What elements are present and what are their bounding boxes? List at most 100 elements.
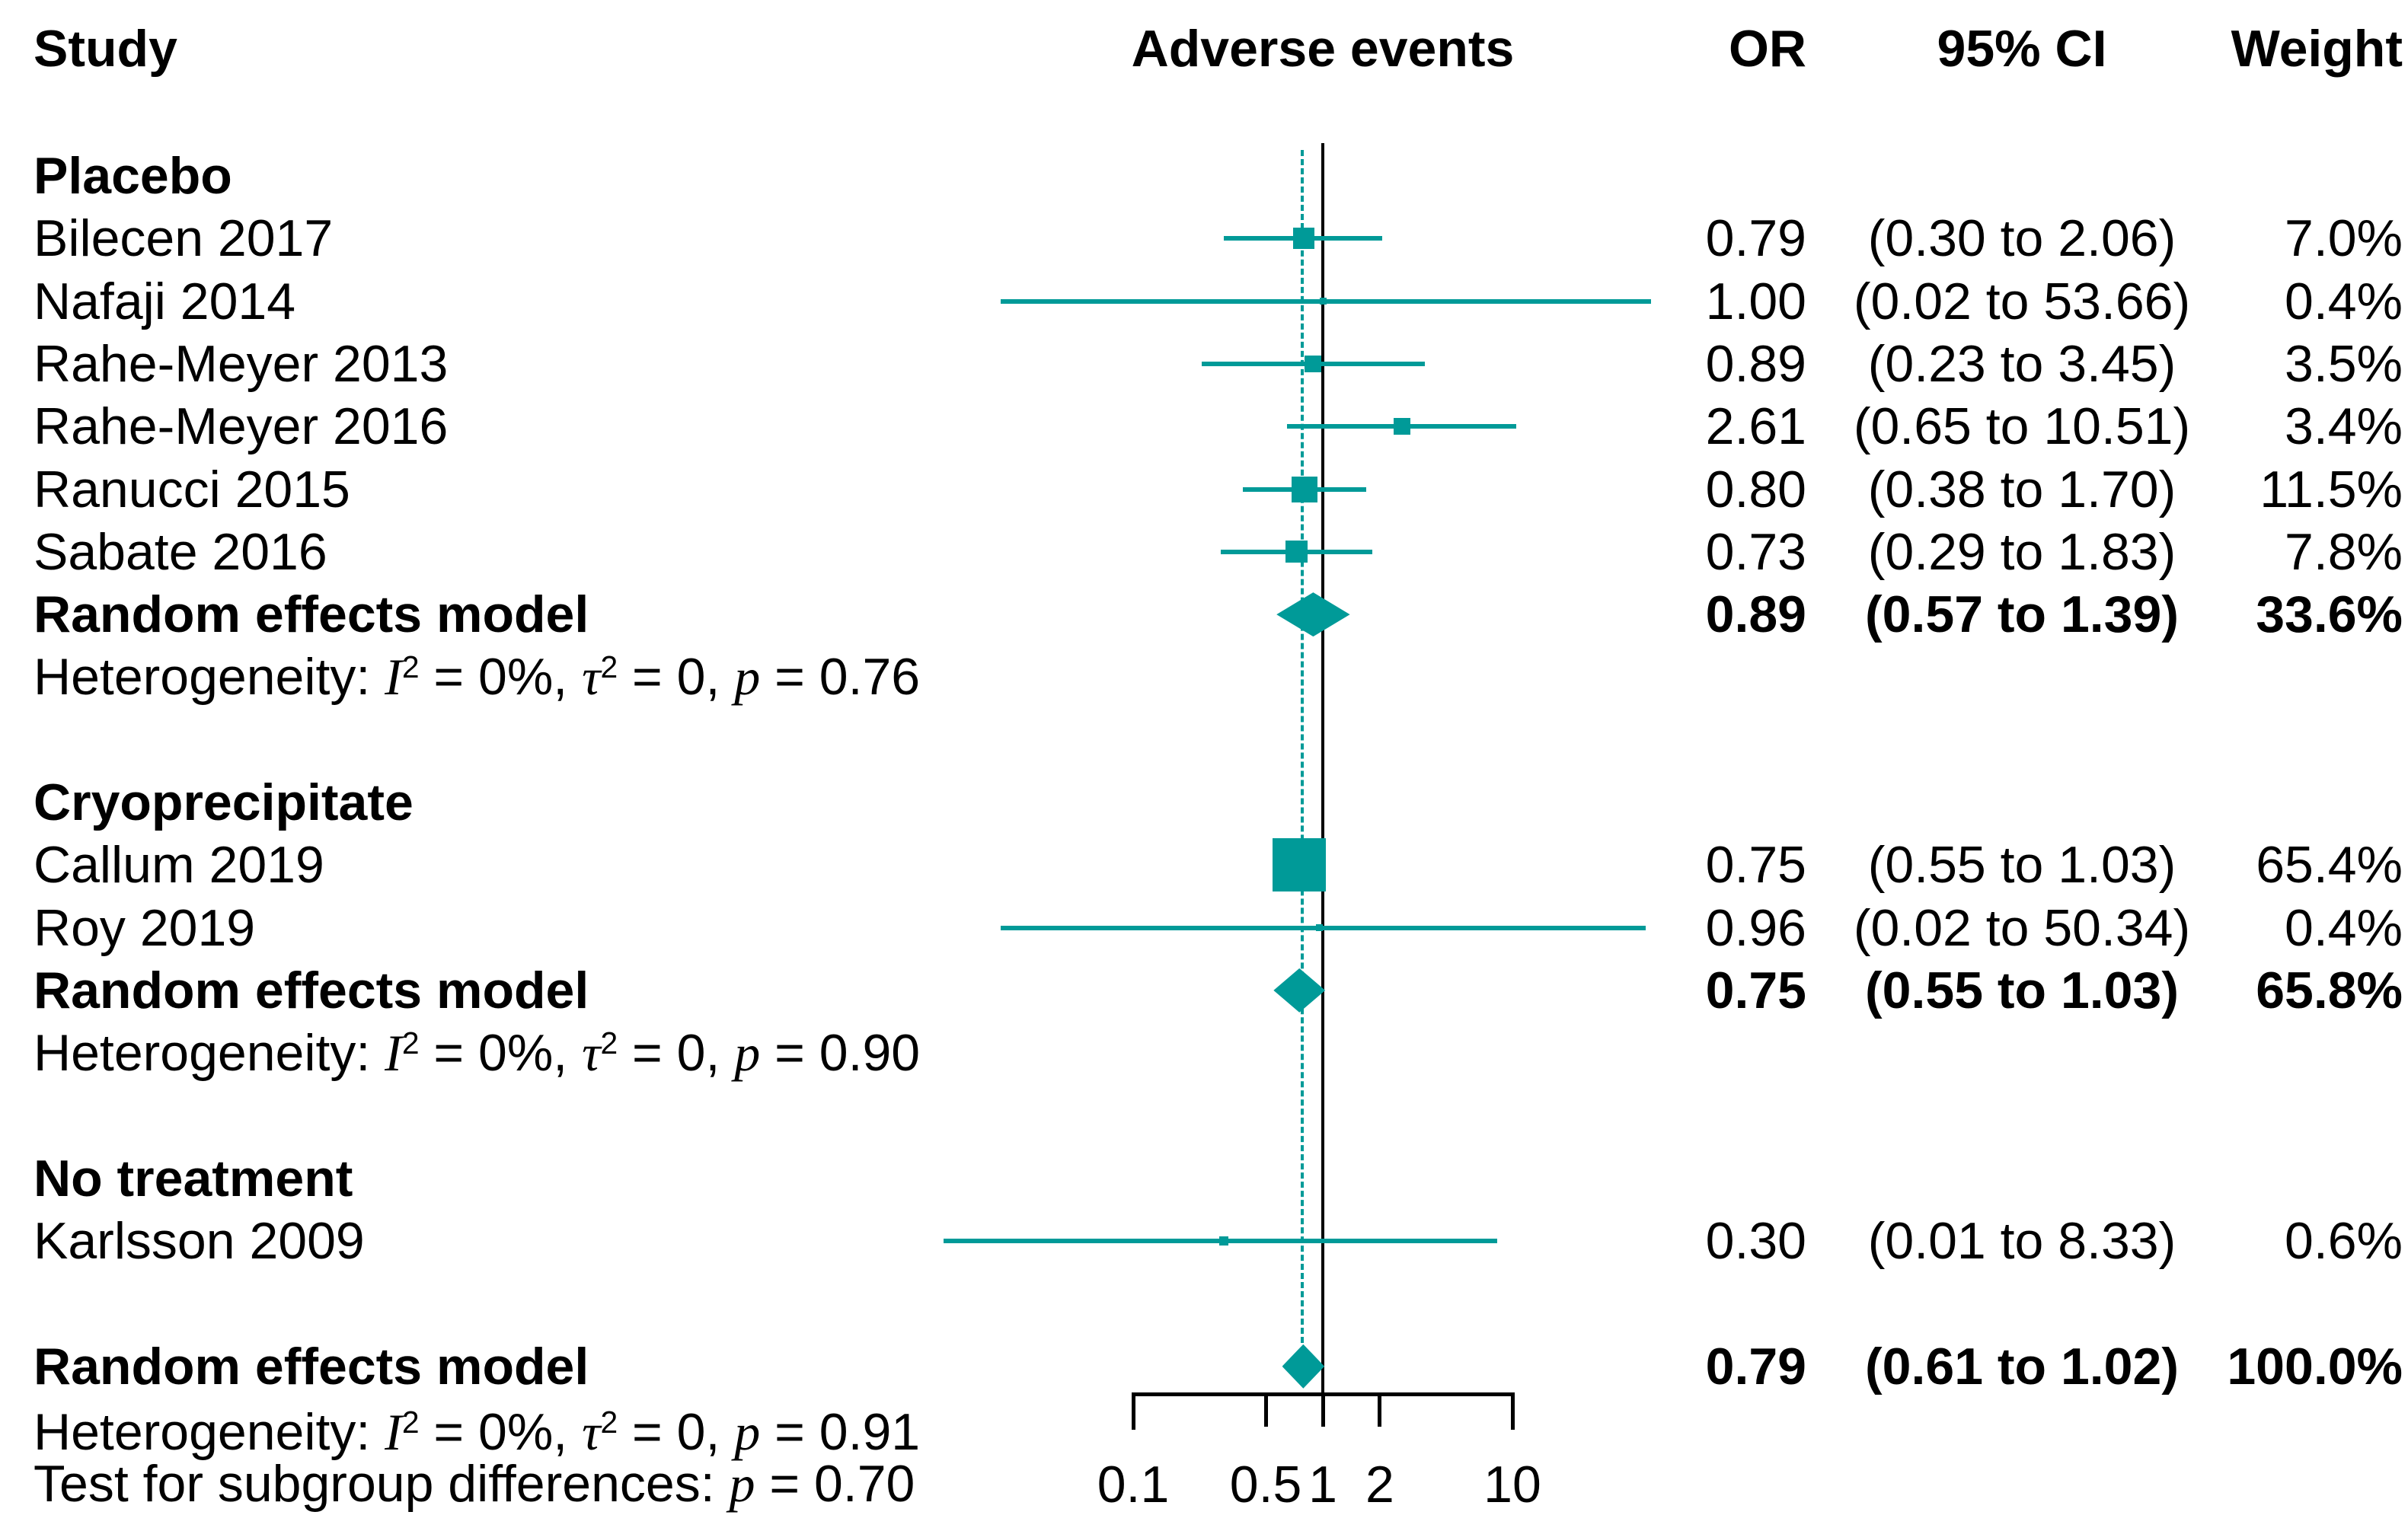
note-segment: Heterogeneity: bbox=[34, 1403, 385, 1461]
or-value: 0.89 bbox=[1705, 334, 1806, 393]
weight-value: 0.4% bbox=[2285, 898, 2403, 957]
pooled-estimate-dashed-line bbox=[1300, 150, 1304, 1343]
weight-value: 100.0% bbox=[2227, 1337, 2403, 1395]
ci-value: (0.61 to 1.02) bbox=[1865, 1337, 2179, 1395]
summary-row-label: Random effects model bbox=[34, 585, 589, 644]
or-value: 0.73 bbox=[1705, 522, 1806, 581]
or-value: 0.96 bbox=[1705, 898, 1806, 957]
or-value: 0.75 bbox=[1705, 961, 1806, 1019]
study-label: Callum 2019 bbox=[34, 836, 324, 895]
study-label: Nafaji 2014 bbox=[34, 272, 296, 330]
or-value: 0.75 bbox=[1705, 836, 1806, 895]
subgroup-label: Placebo bbox=[34, 147, 232, 205]
note-segment: = 0.90 bbox=[760, 1024, 921, 1083]
weight-value: 11.5% bbox=[2259, 460, 2403, 518]
ci-line bbox=[1000, 925, 1646, 930]
note-segment: p bbox=[729, 1455, 755, 1513]
x-axis-tick bbox=[1131, 1392, 1135, 1430]
note-segment: 2 bbox=[600, 649, 618, 684]
x-axis-tick-label: 1 bbox=[1308, 1456, 1337, 1513]
ci-value: (0.30 to 2.06) bbox=[1867, 209, 2176, 268]
subgroup-label: Cryoprecipitate bbox=[34, 773, 414, 831]
ci-value: (0.65 to 10.51) bbox=[1853, 397, 2191, 456]
x-axis-tick-label: 10 bbox=[1483, 1456, 1541, 1513]
note-segment: Test for subgroup differences: bbox=[34, 1455, 730, 1513]
study-label: Sabate 2016 bbox=[34, 522, 327, 581]
point-estimate-marker bbox=[1292, 228, 1314, 250]
note-segment: = 0, bbox=[618, 1024, 735, 1083]
note-segment: 2 bbox=[600, 1025, 618, 1061]
point-estimate-marker bbox=[1305, 355, 1322, 372]
ci-value: (0.29 to 1.83) bbox=[1867, 522, 2176, 581]
column-header-95ci: 95% CI bbox=[1937, 20, 2107, 78]
note-segment: τ bbox=[582, 1403, 601, 1461]
note-segment: Heterogeneity: bbox=[34, 1024, 385, 1083]
weight-value: 65.4% bbox=[2256, 836, 2403, 895]
note-segment: p bbox=[734, 648, 761, 706]
note-segment: 2 bbox=[401, 1025, 420, 1061]
subgroup-label: No treatment bbox=[34, 1149, 353, 1207]
study-label: Roy 2019 bbox=[34, 898, 256, 957]
note-segment: I bbox=[385, 648, 402, 706]
point-estimate-marker bbox=[1272, 838, 1326, 892]
weight-value: 3.5% bbox=[2285, 334, 2403, 393]
heterogeneity-note: Heterogeneity: I2 = 0%, τ2 = 0, p = 0.90 bbox=[34, 1021, 920, 1085]
x-axis-tick bbox=[1321, 1392, 1325, 1427]
x-axis-tick bbox=[1510, 1392, 1515, 1430]
or-value: 0.79 bbox=[1705, 1337, 1806, 1395]
note-segment: = 0%, bbox=[419, 648, 583, 706]
study-label: Ranucci 2015 bbox=[34, 460, 350, 518]
note-segment: τ bbox=[582, 1024, 601, 1083]
heterogeneity-note: Heterogeneity: I2 = 0%, τ2 = 0, p = 0.76 bbox=[34, 645, 920, 709]
ci-value: (0.55 to 1.03) bbox=[1865, 961, 2179, 1019]
point-estimate-marker bbox=[1285, 541, 1308, 563]
note-segment: = 0.76 bbox=[760, 648, 921, 706]
x-axis-tick-label: 0.5 bbox=[1229, 1456, 1302, 1513]
summary-diamond bbox=[1273, 968, 1326, 1013]
note-segment: p bbox=[734, 1403, 761, 1461]
note-segment: I bbox=[385, 1024, 402, 1083]
note-segment: τ bbox=[582, 648, 601, 706]
weight-value: 65.8% bbox=[2256, 961, 2403, 1019]
or-value: 2.61 bbox=[1705, 397, 1806, 456]
note-segment: = 0%, bbox=[419, 1403, 583, 1461]
weight-value: 0.6% bbox=[2285, 1212, 2403, 1271]
point-estimate-marker bbox=[1218, 1236, 1228, 1246]
point-estimate-marker bbox=[1291, 476, 1317, 502]
ci-value: (0.57 to 1.39) bbox=[1865, 585, 2179, 644]
column-header-weight: Weight bbox=[2231, 20, 2403, 78]
ci-value: (0.02 to 50.34) bbox=[1853, 898, 2191, 957]
heterogeneity-note: Test for subgroup differences: p = 0.70 bbox=[34, 1452, 915, 1516]
study-label: Karlsson 2009 bbox=[34, 1212, 365, 1271]
note-segment: = 0.70 bbox=[755, 1455, 915, 1513]
or-value: 0.30 bbox=[1705, 1212, 1806, 1271]
note-segment: = 0%, bbox=[419, 1024, 583, 1083]
note-segment: I bbox=[385, 1403, 402, 1461]
note-segment: Heterogeneity: bbox=[34, 648, 385, 706]
column-header-study: Study bbox=[34, 20, 177, 78]
ci-value: (0.23 to 3.45) bbox=[1867, 334, 2176, 393]
ci-value: (0.55 to 1.03) bbox=[1867, 836, 2176, 895]
x-axis-tick-label: 2 bbox=[1365, 1456, 1394, 1513]
weight-value: 3.4% bbox=[2285, 397, 2403, 456]
weight-value: 0.4% bbox=[2285, 272, 2403, 330]
ci-value: (0.01 to 8.33) bbox=[1867, 1212, 2176, 1271]
point-estimate-marker bbox=[1319, 298, 1327, 305]
study-label: Rahe-Meyer 2013 bbox=[34, 334, 449, 393]
column-header-or: OR bbox=[1729, 20, 1806, 78]
weight-value: 7.0% bbox=[2285, 209, 2403, 268]
ci-value: (0.38 to 1.70) bbox=[1867, 460, 2176, 518]
weight-value: 33.6% bbox=[2256, 585, 2403, 644]
point-estimate-marker bbox=[1316, 924, 1324, 932]
note-segment: = 0, bbox=[618, 648, 735, 706]
summary-diamond bbox=[1282, 1344, 1325, 1389]
x-axis-tick bbox=[1378, 1392, 1382, 1427]
heterogeneity-note: Heterogeneity: I2 = 0%, τ2 = 0, p = 0.91 bbox=[34, 1400, 920, 1464]
note-segment: p bbox=[734, 1024, 761, 1083]
note-segment: = 0.91 bbox=[760, 1403, 921, 1461]
note-segment: 2 bbox=[401, 1404, 420, 1440]
column-header-adverse-events: Adverse events bbox=[1131, 20, 1515, 78]
or-value: 0.79 bbox=[1705, 209, 1806, 268]
